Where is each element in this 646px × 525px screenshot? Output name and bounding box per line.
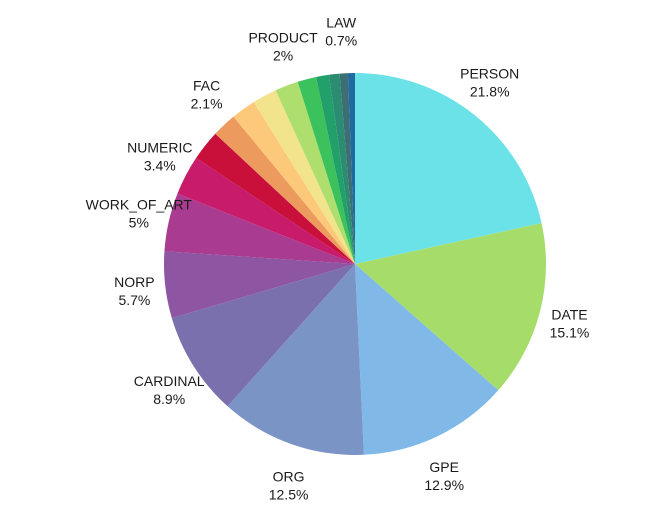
slice-category-label: NUMERIC (127, 139, 192, 155)
pie-slice-unlabeled-15 (328, 73, 355, 265)
slice-percent-label: 12.9% (424, 477, 464, 493)
pie-slice-gpe (355, 264, 499, 455)
slice-category-label: NORP (114, 274, 154, 290)
slice-label-gpe: GPE 12.9% (424, 459, 464, 493)
pie-slice-date (355, 223, 546, 391)
pie-slice-unlabeled-13 (297, 77, 355, 264)
slice-category-label: WORK_OF_ART (86, 196, 193, 212)
pie-slice-unlabeled-14 (316, 74, 355, 264)
slice-percent-label: 3.4% (144, 157, 176, 173)
slice-percent-label: 2.1% (191, 96, 223, 112)
pie-slice-person (355, 73, 542, 264)
slice-percent-label: 0.7% (325, 32, 357, 48)
pie-slice-fac (215, 116, 355, 264)
slice-percent-label: 2% (273, 48, 293, 64)
slice-category-label: PERSON (460, 66, 519, 82)
slice-label-date: DATE 15.1% (550, 307, 590, 341)
slice-category-label: LAW (326, 14, 357, 30)
slice-category-label: GPE (429, 459, 459, 475)
slice-category-label: DATE (551, 307, 587, 323)
pie-slice-law (339, 73, 355, 264)
slice-label-fac: FAC 2.1% (191, 78, 223, 112)
slice-label-norp: NORP 5.7% (114, 274, 154, 308)
slice-label-person: PERSON 21.8% (460, 66, 519, 100)
pie-slice-unlabeled-11 (253, 90, 355, 264)
slice-percent-label: 5.7% (118, 292, 150, 308)
slice-label-product: PRODUCT 2% (248, 30, 318, 64)
slice-category-label: ORG (273, 469, 305, 485)
slice-label-org: ORG 12.5% (269, 469, 309, 503)
slices-layer (164, 72, 546, 455)
slice-percent-label: 5% (129, 214, 149, 230)
slice-percent-label: 21.8% (470, 84, 510, 100)
slice-label-numeric: NUMERIC 3.4% (127, 139, 192, 173)
pie-slice-org (227, 264, 364, 455)
labels-layer: PERSON 21.8% DATE 15.1% GPE 12.9% ORG 12.5% CARD… (86, 14, 590, 502)
pie-slice-unlabeled-17 (347, 72, 355, 264)
pie-slice-norp (164, 251, 355, 319)
slice-category-label: FAC (193, 78, 220, 94)
pie-slice-product (275, 81, 355, 264)
slice-label-work-of-art: WORK_OF_ART 5% (86, 196, 193, 230)
pie-slice-work-of-art (164, 193, 355, 264)
slice-label-law: LAW 0.7% (325, 14, 357, 48)
pie-slice-unlabeled-8 (196, 133, 355, 264)
slice-percent-label: 15.1% (550, 325, 590, 341)
slice-category-label: PRODUCT (248, 30, 318, 46)
pie-slice-numeric (177, 157, 355, 264)
slice-label-cardinal: CARDINAL 8.9% (134, 373, 205, 407)
pie-slice-cardinal (171, 264, 355, 407)
pie-slice-unlabeled-10 (233, 102, 355, 264)
slice-category-label: CARDINAL (134, 373, 205, 389)
slice-percent-label: 12.5% (269, 487, 309, 503)
slice-percent-label: 8.9% (153, 391, 185, 407)
